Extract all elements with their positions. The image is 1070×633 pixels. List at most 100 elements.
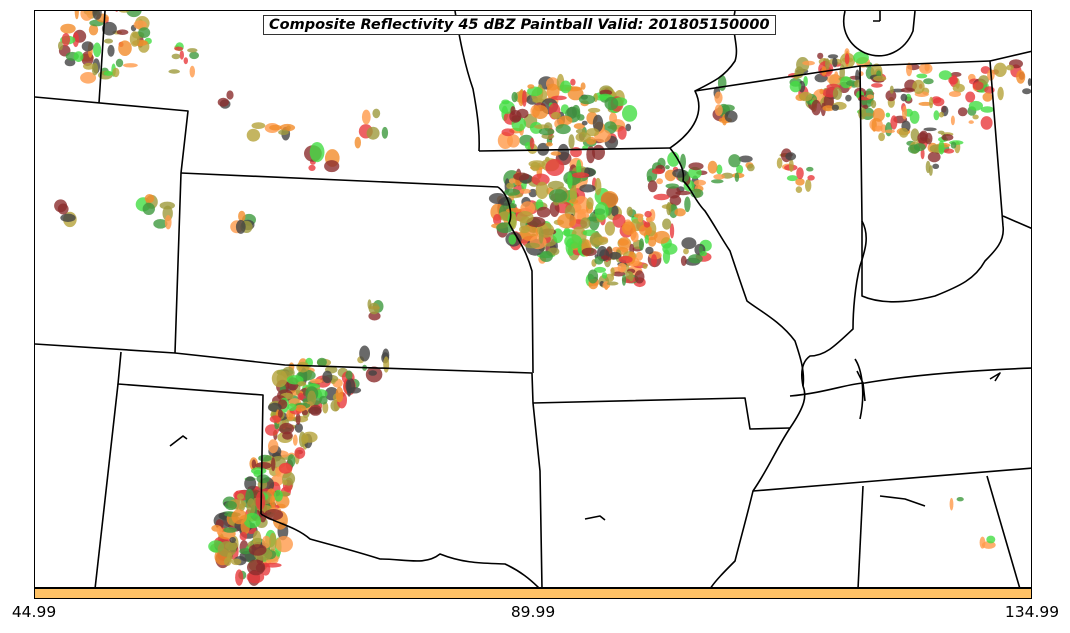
reflectivity-echo — [217, 541, 237, 557]
reflectivity-echo — [932, 163, 940, 169]
reflectivity-echo — [693, 179, 707, 186]
reflectivity-echo — [674, 208, 686, 217]
reflectivity-echo — [538, 128, 555, 136]
reflectivity-echo — [805, 179, 812, 192]
reflectivity-echo — [617, 262, 627, 273]
reflectivity-echo — [609, 112, 618, 124]
reflectivity-echo — [711, 179, 724, 184]
reflectivity-echo — [586, 145, 596, 164]
reflectivity-echo — [594, 266, 606, 273]
colorbar — [34, 588, 1032, 599]
reflectivity-echo — [581, 120, 588, 126]
reflectivity-echo — [504, 188, 520, 196]
reflectivity-echo — [858, 107, 867, 120]
reflectivity-echo — [683, 248, 689, 255]
reflectivity-echo — [92, 11, 102, 20]
reflectivity-echo — [943, 148, 955, 154]
reflectivity-echo — [275, 536, 293, 553]
reflectivity-echo — [832, 57, 838, 68]
reflectivity-echo — [980, 116, 993, 130]
reflectivity-echo — [497, 132, 513, 149]
reflectivity-echo — [938, 111, 945, 118]
reflectivity-echo — [665, 165, 670, 170]
reflectivity-echo — [675, 190, 691, 196]
reflectivity-echo — [932, 97, 945, 107]
reflectivity-echo — [639, 224, 652, 236]
border-line — [35, 96, 189, 354]
reflectivity-echo — [524, 242, 540, 249]
reflectivity-echo — [952, 83, 965, 93]
reflectivity-echo — [279, 422, 295, 435]
reflectivity-echo — [539, 250, 553, 262]
map-panel — [34, 10, 1032, 588]
reflectivity-echo — [557, 143, 570, 161]
reflectivity-echo — [278, 462, 293, 474]
reflectivity-echo — [929, 96, 934, 109]
reflectivity-echo — [73, 51, 84, 62]
reflectivity-echo — [643, 221, 651, 228]
reflectivity-echo — [573, 123, 585, 130]
reflectivity-echo — [898, 127, 909, 138]
reflectivity-echo — [509, 110, 522, 123]
reflectivity-echo — [144, 194, 155, 203]
reflectivity-echo — [247, 559, 266, 576]
reflectivity-echo — [587, 269, 599, 284]
border-line — [35, 343, 533, 374]
border-line — [260, 513, 540, 587]
reflectivity-echo — [714, 91, 723, 104]
reflectivity-echo — [279, 123, 296, 132]
reflectivity-echo — [919, 63, 933, 74]
border-line — [752, 467, 1031, 492]
reflectivity-echo — [948, 91, 962, 97]
reflectivity-echo — [902, 105, 907, 120]
reflectivity-echo — [666, 202, 672, 216]
reflectivity-echo — [786, 175, 798, 182]
reflectivity-echo — [129, 31, 140, 47]
reflectivity-echo — [653, 193, 670, 201]
reflectivity-echo — [529, 137, 535, 150]
reflectivity-echo — [80, 11, 94, 21]
reflectivity-echo — [1027, 78, 1031, 87]
reflectivity-echo — [957, 107, 968, 117]
reflectivity-echo — [609, 251, 622, 260]
reflectivity-echo — [950, 141, 957, 149]
reflectivity-echo — [271, 369, 288, 388]
reflectivity-echo — [844, 53, 850, 65]
reflectivity-echo — [239, 531, 248, 541]
reflectivity-echo — [322, 370, 333, 384]
reflectivity-echo — [126, 11, 142, 18]
reflectivity-echo — [231, 509, 247, 525]
reflectivity-echo — [118, 40, 132, 56]
border-line — [169, 435, 188, 447]
reflectivity-echo — [956, 497, 964, 502]
reflectivity-echo — [853, 51, 869, 64]
border-line — [117, 351, 264, 515]
reflectivity-echo — [618, 255, 633, 264]
reflectivity-echo — [795, 178, 805, 186]
reflectivity-echo — [282, 479, 288, 486]
reflectivity-echo — [501, 128, 515, 137]
reflectivity-echo — [292, 434, 298, 446]
reflectivity-echo — [535, 181, 549, 200]
reflectivity-echo — [667, 151, 680, 167]
reflectivity-echo — [107, 44, 115, 57]
border-line — [859, 60, 991, 67]
reflectivity-echo — [639, 238, 644, 251]
reflectivity-echo — [900, 93, 908, 102]
reflectivity-echo — [354, 136, 361, 149]
reflectivity-echo — [736, 164, 744, 175]
reflectivity-echo — [688, 254, 703, 264]
reflectivity-echo — [138, 27, 151, 38]
reflectivity-echo — [799, 91, 813, 102]
reflectivity-echo — [345, 370, 353, 380]
reflectivity-echo — [277, 409, 283, 418]
reflectivity-echo — [707, 160, 718, 174]
reflectivity-echo — [923, 78, 934, 85]
reflectivity-echo — [324, 160, 340, 173]
reflectivity-echo — [586, 128, 600, 137]
reflectivity-echo — [557, 213, 577, 229]
reflectivity-echo — [680, 255, 687, 266]
reflectivity-echo — [508, 234, 517, 245]
reflectivity-echo — [368, 311, 381, 321]
border-line — [180, 172, 499, 188]
